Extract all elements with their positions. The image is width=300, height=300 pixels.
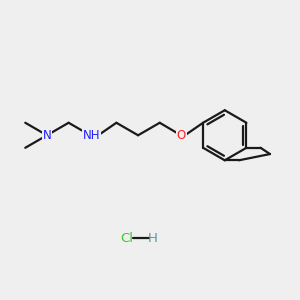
Text: H: H bbox=[148, 232, 158, 245]
Text: N: N bbox=[43, 129, 51, 142]
Text: Cl: Cl bbox=[120, 232, 133, 245]
Text: NH: NH bbox=[83, 129, 100, 142]
Text: O: O bbox=[177, 129, 186, 142]
